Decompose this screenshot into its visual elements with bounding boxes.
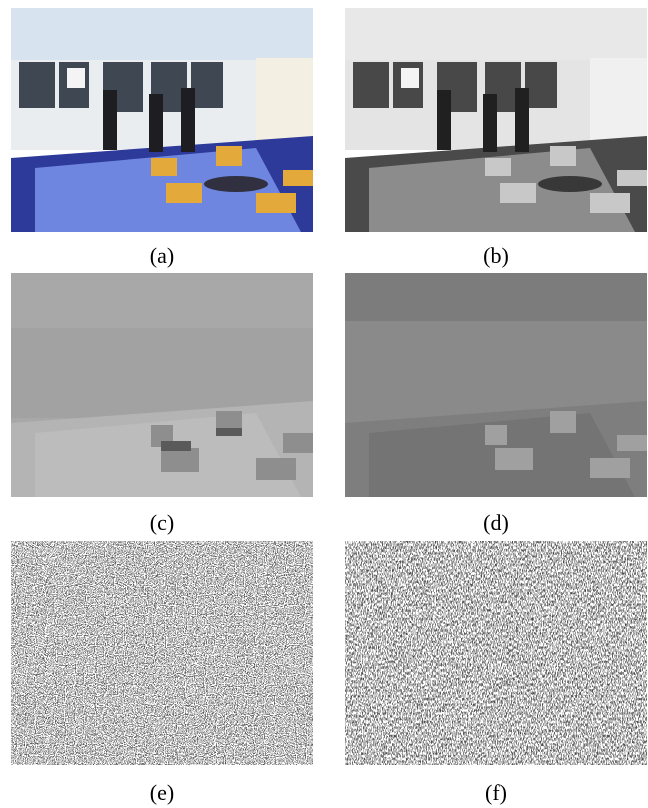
image-panel-c [11, 273, 313, 497]
caption-f: (f) [485, 780, 507, 805]
noise-pattern-f [345, 541, 647, 765]
image-panel-e [11, 541, 313, 765]
scene-image-grayscale [345, 8, 647, 232]
caption-d: (d) [483, 510, 509, 535]
image-panel-f [345, 541, 647, 765]
image-panel-d [345, 273, 647, 497]
caption-e: (e) [149, 780, 175, 805]
scene-image-dark [345, 273, 647, 497]
noise-pattern-e [11, 541, 313, 765]
caption-a: (a) [149, 243, 175, 268]
caption-b: (b) [483, 243, 509, 268]
caption-c: (c) [149, 510, 175, 535]
scene-image-color [11, 8, 313, 232]
image-panel-a [11, 8, 313, 232]
image-panel-b [345, 8, 647, 232]
scene-image-smooth [11, 273, 313, 497]
